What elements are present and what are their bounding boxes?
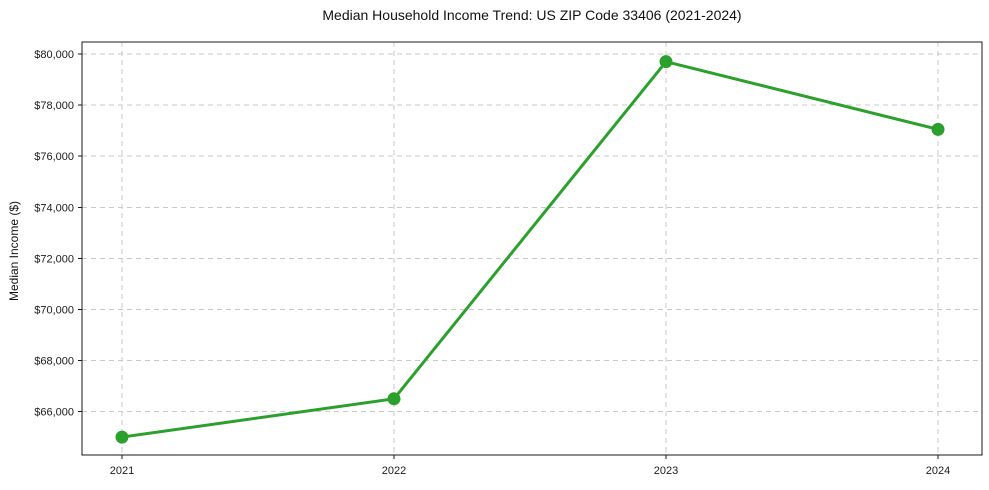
y-tick-label: $70,000 [34,304,74,316]
x-tick-label: 2021 [110,465,134,477]
x-tick-label: 2022 [382,465,406,477]
data-point-2021 [115,430,129,444]
plot-border [81,41,983,456]
y-tick-label: $78,000 [34,100,74,112]
chart-title: Median Household Income Trend: US ZIP Co… [322,7,742,23]
data-point-2022 [387,392,401,406]
y-tick-label: $74,000 [34,202,74,214]
income-trend-line [120,60,940,439]
x-tick-label: 2023 [654,465,678,477]
y-tick-label: $80,000 [34,49,74,61]
y-tick-label: $72,000 [34,253,74,265]
x-tick-label: 2024 [926,465,950,477]
data-point-2024 [931,122,945,136]
data-point-2023 [659,55,673,69]
y-tick-label: $68,000 [34,355,74,367]
y-tick-label: $66,000 [34,407,74,419]
y-tick-label: $76,000 [34,151,74,163]
